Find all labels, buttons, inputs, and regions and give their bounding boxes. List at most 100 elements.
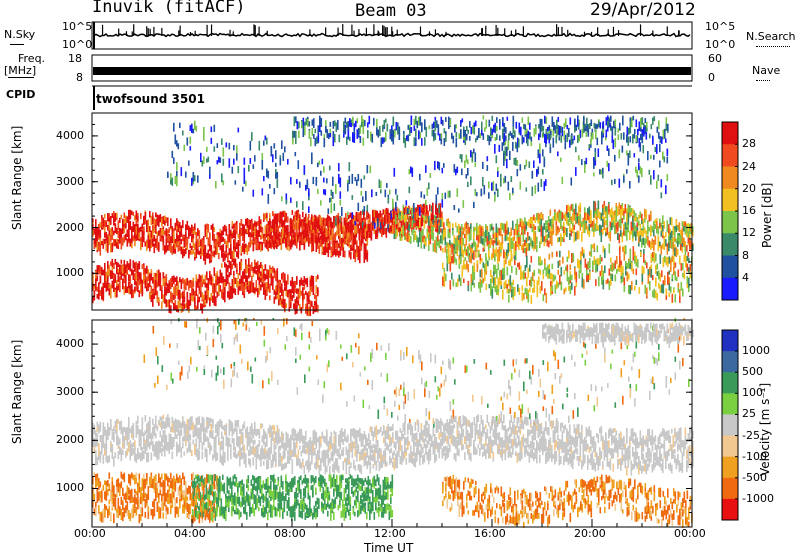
power-cell <box>310 300 312 307</box>
power-cell <box>110 261 112 265</box>
power-cell <box>345 220 347 229</box>
power-cell <box>221 273 223 283</box>
power-cell <box>682 289 684 297</box>
power-cell <box>205 275 207 283</box>
power-cell <box>209 299 211 306</box>
power-cell <box>310 236 312 244</box>
power-cell <box>569 140 571 148</box>
power-cell <box>465 264 467 269</box>
power-cell <box>636 119 638 127</box>
power-cell <box>462 118 464 122</box>
power-cell <box>242 276 244 283</box>
power-cell <box>577 232 579 236</box>
power-cell <box>493 230 495 234</box>
power-cell <box>649 134 651 139</box>
power-cell <box>588 275 590 281</box>
power-cell <box>650 155 652 159</box>
power-cell <box>338 163 340 171</box>
power-cell <box>193 295 195 301</box>
power-cell <box>352 195 354 200</box>
power-cell <box>104 227 106 233</box>
power-cell <box>652 226 654 232</box>
power-cell <box>194 252 196 257</box>
power-cell <box>128 264 130 270</box>
power-cell <box>669 256 671 263</box>
power-cell <box>355 177 357 181</box>
power-cell <box>378 131 380 137</box>
power-cell <box>533 230 535 236</box>
power-cell <box>456 259 458 265</box>
power-cell <box>179 242 181 251</box>
power-cell <box>244 273 246 278</box>
power-cell <box>544 241 546 246</box>
power-cell <box>190 300 192 305</box>
power-cell <box>316 276 318 282</box>
power-cell <box>233 288 235 294</box>
power-cell <box>305 227 307 232</box>
power-cell <box>158 215 160 222</box>
power-cell <box>343 122 345 131</box>
power-cell <box>636 255 638 262</box>
power-cell <box>371 222 373 228</box>
power-cell <box>633 116 635 121</box>
power-cell <box>657 293 659 301</box>
power-cell <box>649 170 651 175</box>
power-cell <box>233 259 235 266</box>
power-cell <box>644 228 646 234</box>
power-cell <box>426 207 428 211</box>
nsky-label: N.Sky <box>4 28 35 41</box>
power-cell <box>630 285 632 294</box>
power-cell <box>292 295 294 301</box>
power-cell <box>570 285 572 294</box>
power-cell <box>542 214 544 220</box>
power-cell <box>508 227 510 234</box>
power-cell <box>536 213 538 220</box>
power-cell <box>136 287 138 291</box>
power-cell <box>557 212 559 219</box>
power-cell <box>335 249 337 257</box>
power-cell <box>134 240 136 246</box>
power-cell <box>442 218 444 225</box>
power-cell <box>632 231 634 239</box>
power-cell <box>562 260 564 264</box>
power-cell <box>424 216 426 221</box>
power-cell <box>413 234 415 242</box>
power-cell <box>611 180 613 185</box>
power-cell <box>157 215 159 222</box>
power-cell <box>626 169 628 173</box>
power-cell <box>552 280 554 284</box>
power-cell <box>199 274 201 282</box>
power-cell <box>217 160 219 164</box>
power-cell <box>564 123 566 129</box>
power-cell <box>298 131 300 138</box>
power-cell <box>654 252 656 261</box>
power-cell <box>324 138 326 147</box>
power-cell <box>492 276 494 283</box>
power-cell <box>223 253 225 261</box>
power-cell <box>115 239 117 246</box>
power-cell <box>671 241 673 247</box>
power-cell <box>380 217 382 222</box>
power-cell <box>321 131 323 136</box>
power-cell <box>483 133 485 140</box>
power-cell <box>166 300 168 307</box>
power-cell <box>590 140 592 145</box>
power-cell <box>601 169 603 174</box>
power-cell <box>406 215 408 222</box>
power-cell <box>576 272 578 280</box>
power-cell <box>618 134 620 140</box>
power-cell <box>291 234 293 242</box>
power-cell <box>211 293 213 301</box>
power-cell <box>100 222 102 228</box>
power-cell <box>356 226 358 233</box>
power-cell <box>673 289 675 293</box>
power-cell <box>301 220 303 226</box>
power-cell <box>113 274 115 278</box>
power-cell <box>641 168 643 177</box>
power-cell <box>340 239 342 244</box>
power-cell <box>266 169 268 178</box>
power-cell <box>407 233 409 242</box>
power-cell <box>166 246 168 251</box>
power-cell <box>439 134 441 141</box>
power-cell <box>581 222 583 228</box>
